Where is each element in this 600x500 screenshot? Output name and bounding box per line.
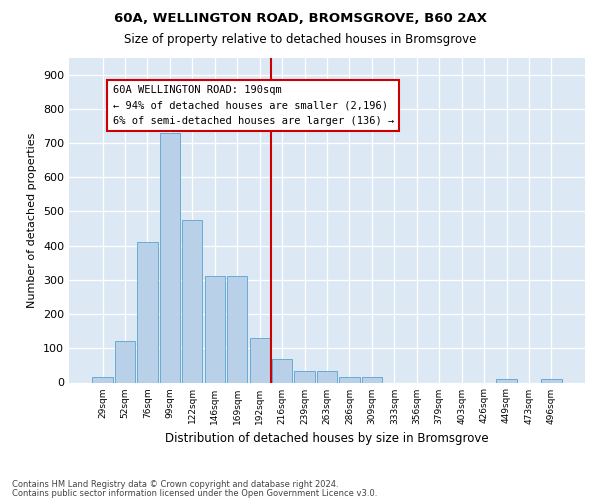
X-axis label: Distribution of detached houses by size in Bromsgrove: Distribution of detached houses by size … xyxy=(165,432,489,445)
Text: 60A WELLINGTON ROAD: 190sqm
← 94% of detached houses are smaller (2,196)
6% of s: 60A WELLINGTON ROAD: 190sqm ← 94% of det… xyxy=(113,85,394,126)
Bar xyxy=(295,370,314,382)
Text: Contains public sector information licensed under the Open Government Licence v3: Contains public sector information licen… xyxy=(12,489,377,498)
Bar xyxy=(496,379,517,382)
Bar xyxy=(272,358,292,382)
Bar xyxy=(250,338,270,382)
Bar xyxy=(317,370,337,382)
Bar xyxy=(137,242,158,382)
Bar xyxy=(227,276,247,382)
Bar xyxy=(115,342,135,382)
Bar xyxy=(340,378,359,382)
Y-axis label: Number of detached properties: Number of detached properties xyxy=(28,132,37,308)
Bar xyxy=(92,378,113,382)
Bar xyxy=(541,379,562,382)
Bar xyxy=(362,378,382,382)
Text: 60A, WELLINGTON ROAD, BROMSGROVE, B60 2AX: 60A, WELLINGTON ROAD, BROMSGROVE, B60 2A… xyxy=(113,12,487,26)
Bar xyxy=(182,220,202,382)
Bar xyxy=(205,276,225,382)
Bar xyxy=(160,133,180,382)
Text: Contains HM Land Registry data © Crown copyright and database right 2024.: Contains HM Land Registry data © Crown c… xyxy=(12,480,338,489)
Text: Size of property relative to detached houses in Bromsgrove: Size of property relative to detached ho… xyxy=(124,32,476,46)
